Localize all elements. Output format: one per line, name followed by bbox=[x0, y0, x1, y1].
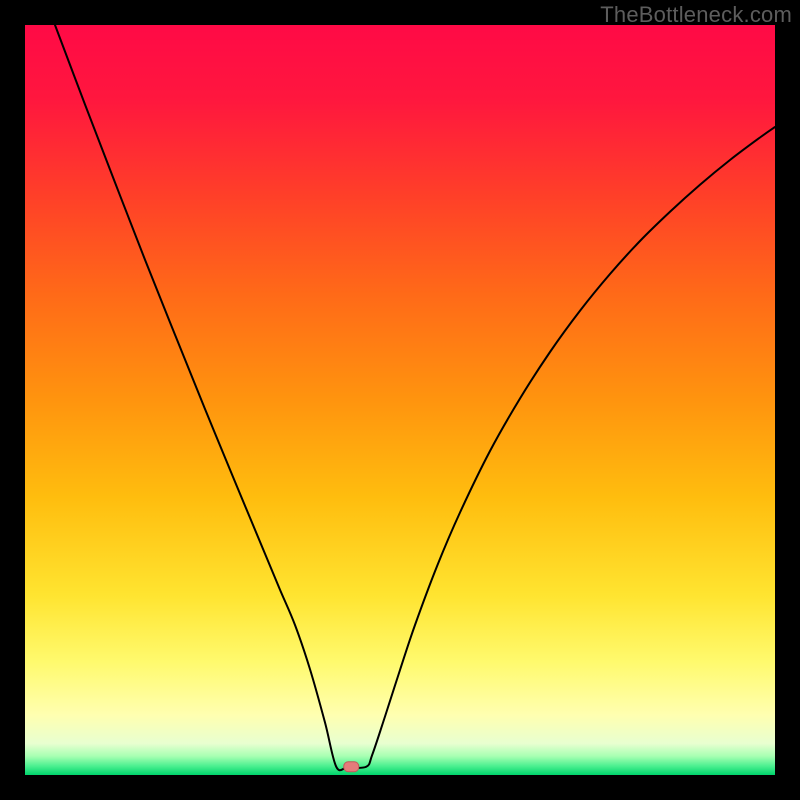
plot-background bbox=[25, 25, 775, 775]
chart-frame: TheBottleneck.com bbox=[0, 0, 800, 800]
watermark-text: TheBottleneck.com bbox=[600, 2, 792, 28]
bottleneck-chart bbox=[0, 0, 800, 800]
optimal-marker bbox=[344, 762, 359, 772]
